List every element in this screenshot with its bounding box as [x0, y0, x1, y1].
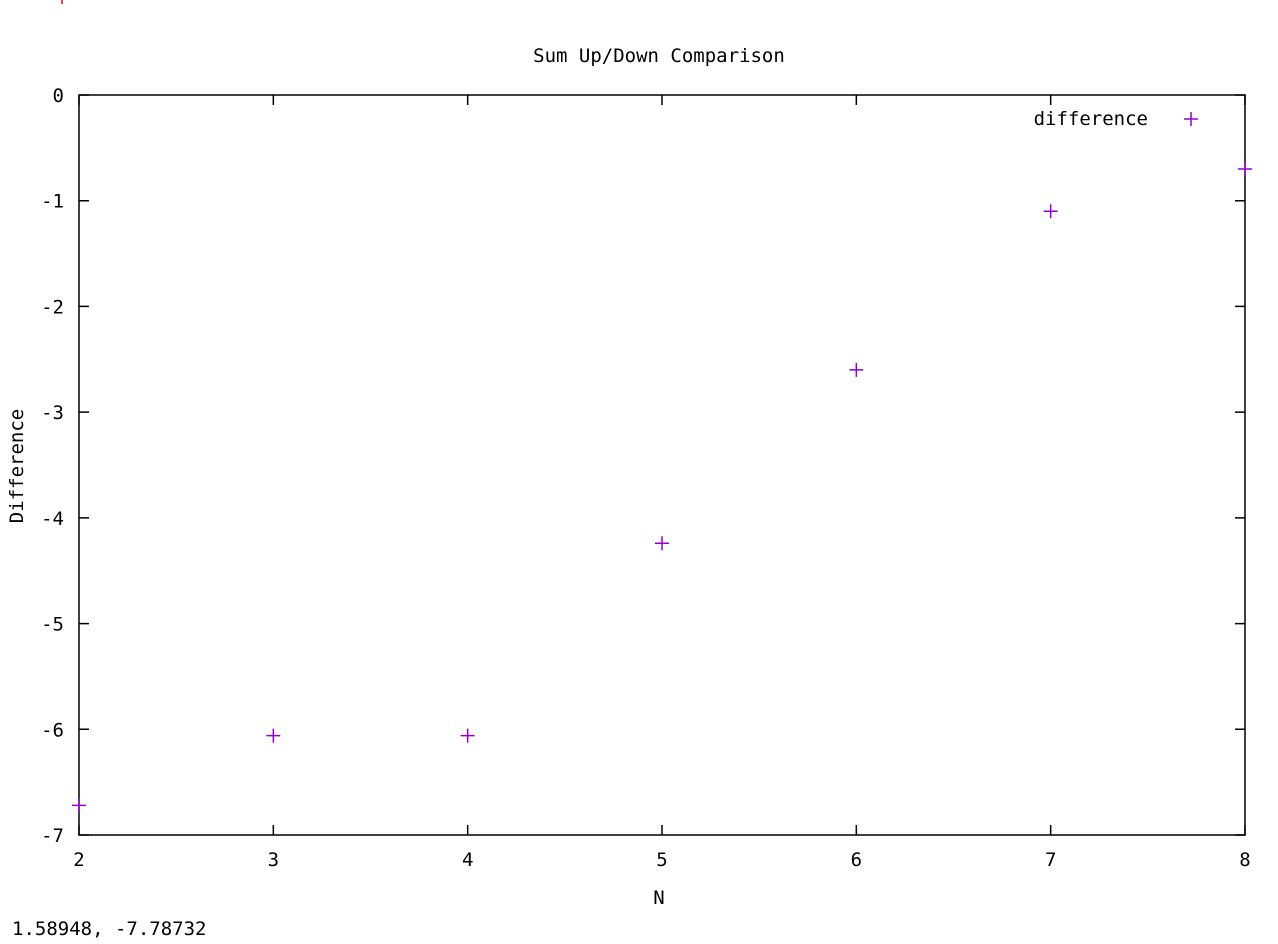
y-axis-ticks	[79, 94, 1245, 836]
data-point	[1238, 162, 1252, 176]
legend-marker	[1184, 112, 1198, 126]
data-point	[266, 728, 281, 743]
y-tick-label: -7	[41, 825, 64, 847]
plot-area-border	[78, 94, 1246, 836]
data-point	[72, 798, 86, 813]
data-point	[460, 728, 475, 743]
y-tick-label: 0	[53, 85, 64, 107]
data-point	[655, 536, 669, 551]
chart-title: Sum Up/Down Comparison	[533, 45, 785, 67]
y-tick-label: -3	[41, 402, 64, 424]
y-tick-label: -1	[41, 191, 64, 213]
x-tick-label: 5	[656, 849, 667, 871]
data-point	[1043, 204, 1058, 219]
x-tick-label: 7	[1045, 849, 1056, 871]
y-tick-label: -4	[41, 508, 64, 530]
y-tick-label: -6	[41, 719, 64, 741]
x-tick-label: 4	[462, 849, 473, 871]
data-point	[849, 362, 864, 377]
y-axis-tick-labels: 0 -1 -2 -3 -4 -5 -6 -7	[41, 85, 64, 847]
x-axis-ticks	[78, 95, 1246, 835]
x-tick-label: 6	[851, 849, 862, 871]
x-axis-tick-labels: 2 3 4 5 6 7 8	[73, 849, 1250, 871]
legend: difference	[1034, 108, 1198, 130]
coordinate-readout: 1.58948, -7.78732	[12, 918, 207, 940]
y-tick-label: -5	[41, 614, 64, 636]
data-points	[72, 162, 1252, 813]
y-axis-label: Difference	[6, 409, 28, 523]
legend-entry-label: difference	[1034, 108, 1148, 130]
y-tick-label: -2	[41, 296, 64, 318]
x-tick-label: 3	[268, 849, 279, 871]
x-tick-label: 8	[1239, 849, 1250, 871]
x-tick-label: 2	[73, 849, 84, 871]
x-axis-label: N	[653, 887, 664, 909]
